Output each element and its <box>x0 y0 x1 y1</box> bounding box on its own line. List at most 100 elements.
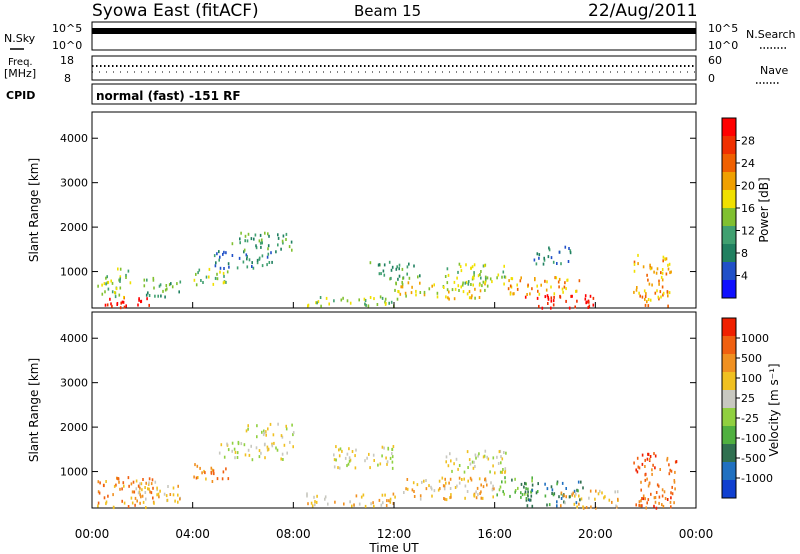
velocity-cell <box>661 494 664 498</box>
velocity-cell <box>556 482 558 486</box>
velocity-cell <box>635 503 637 507</box>
power-cell <box>503 282 505 286</box>
velocity-colorbar-swatch <box>722 390 736 408</box>
power-cell <box>195 272 197 276</box>
velocity-cell <box>646 501 648 505</box>
velocity-colorbar-swatch <box>722 336 736 354</box>
power-cell <box>259 241 262 245</box>
velocity-cell <box>158 495 160 499</box>
velocity-cell <box>138 484 140 488</box>
power-cell <box>125 276 127 279</box>
power-cell <box>647 298 650 301</box>
power-cell <box>550 299 553 303</box>
velocity-cell <box>464 496 466 500</box>
power-cell <box>474 296 476 300</box>
velocity-cell <box>670 505 672 509</box>
power-cell <box>531 287 533 291</box>
velocity-cell <box>527 498 530 502</box>
power-cell <box>410 291 413 295</box>
power-cell <box>137 303 139 307</box>
velocity-colorbar-tick-label: 100 <box>741 372 762 385</box>
velocity-cell <box>468 458 471 462</box>
velocity-cell <box>637 465 640 469</box>
power-cell <box>547 255 550 259</box>
velocity-cell <box>167 485 169 488</box>
velocity-cell <box>262 433 265 437</box>
velocity-cell <box>377 463 379 467</box>
power-cell <box>114 291 116 294</box>
velocity-cell <box>333 453 335 457</box>
velocity-cell <box>135 487 138 491</box>
power-cell <box>474 287 476 291</box>
velocity-cell <box>153 501 155 505</box>
power-cell <box>378 272 381 276</box>
velocity-cell <box>644 478 647 482</box>
power-cell <box>649 298 652 302</box>
power-cell <box>250 237 253 241</box>
velocity-cell <box>604 495 606 499</box>
velocity-cell <box>324 497 326 501</box>
power-cell <box>650 266 653 270</box>
velocity-cell <box>105 500 108 504</box>
power-cell <box>208 275 210 279</box>
power-cell <box>512 292 514 296</box>
power-colorbar: 28 24 20 16 12 8 4 <box>721 117 755 299</box>
velocity-cell <box>444 497 446 501</box>
velocity-cell <box>406 487 409 491</box>
power-cell <box>198 268 201 272</box>
power-cell <box>110 279 112 283</box>
power-cell <box>446 267 449 271</box>
velocity-cell <box>579 498 581 502</box>
velocity-cell <box>653 452 655 456</box>
power-cell <box>406 265 409 269</box>
velocity-cell <box>438 479 441 483</box>
velocity-cell <box>661 503 663 507</box>
velocity-cell <box>411 488 414 492</box>
velocity-cell <box>338 448 340 452</box>
power-cell <box>277 243 279 247</box>
velocity-cell <box>458 464 461 467</box>
velocity-cell <box>445 455 448 459</box>
power-cell <box>519 279 522 283</box>
power-cell <box>243 248 246 252</box>
velocity-cell <box>476 486 479 490</box>
power-cell <box>376 303 379 306</box>
power-cell <box>454 287 457 291</box>
freq-frame <box>91 55 697 81</box>
power-cell <box>661 271 664 275</box>
velocity-cell <box>615 504 617 508</box>
power-cell <box>258 239 261 243</box>
power-cell <box>589 294 592 298</box>
velocity-cell <box>258 449 261 453</box>
velocity-cell <box>647 452 650 456</box>
velocity-cell <box>442 484 445 488</box>
velocity-cell <box>478 477 481 481</box>
velocity-cell <box>292 433 294 437</box>
velocity-cell <box>480 490 482 494</box>
power-cell <box>481 284 483 288</box>
velocity-cell <box>577 480 580 484</box>
power-cell <box>538 292 541 296</box>
velocity-cell <box>386 499 388 503</box>
power-cell <box>658 279 660 283</box>
velocity-cell <box>450 495 452 499</box>
velocity-cell <box>310 501 313 505</box>
power-cell <box>246 265 249 269</box>
velocity-cell <box>133 490 136 494</box>
velocity-cell <box>227 448 230 452</box>
velocity-cell <box>431 494 433 498</box>
power-cell <box>396 265 398 269</box>
power-cell <box>378 263 381 267</box>
velocity-cell <box>381 454 383 458</box>
velocity-cell <box>261 430 263 434</box>
velocity-cell <box>121 487 123 491</box>
power-cell <box>215 261 217 265</box>
velocity-cell <box>479 492 481 495</box>
power-cell <box>510 277 513 280</box>
power-cell <box>245 253 248 257</box>
power-cell <box>637 253 639 257</box>
velocity-cell <box>344 456 347 460</box>
power-cell <box>261 254 264 258</box>
velocity-colorbar-tick-label: 500 <box>741 352 762 365</box>
power-cell <box>647 304 650 308</box>
